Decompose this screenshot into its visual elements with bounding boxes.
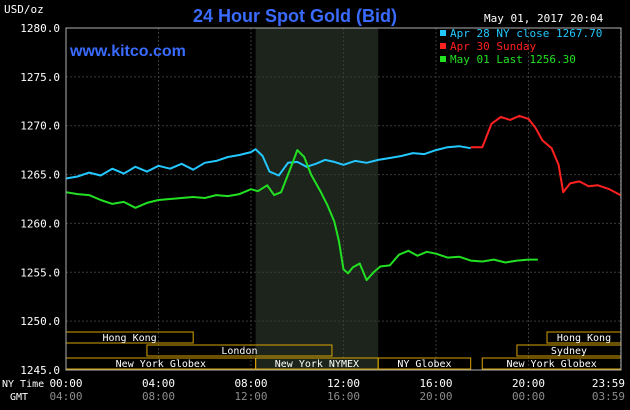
y-tick-label: 1260.0 xyxy=(20,217,60,230)
session-bar xyxy=(377,357,472,370)
y-tick-label: 1265.0 xyxy=(20,169,60,182)
x-tick-label-ny: 04:00 xyxy=(142,377,175,390)
chart-title: 24 Hour Spot Gold (Bid) xyxy=(193,6,397,26)
series-line-sunday xyxy=(470,114,621,196)
session-label: New York Globex xyxy=(506,359,596,370)
x-tick-label-gmt: 04:00 xyxy=(49,390,82,403)
session-label: Hong Kong xyxy=(103,333,157,344)
y-tick-label: 1280.0 xyxy=(20,22,60,35)
legend-swatch-ny-close xyxy=(440,30,446,36)
session-label: Sydney xyxy=(551,346,587,357)
session-label: Hong Kong xyxy=(557,333,611,344)
x-tick-label-ny: 08:00 xyxy=(234,377,267,390)
y-tick-label: 1255.0 xyxy=(20,266,60,279)
plot-frame xyxy=(65,27,622,371)
y-tick-label: 1270.0 xyxy=(20,120,60,133)
session-label: New York NYMEX xyxy=(275,359,359,370)
x-tick-label-gmt: 03:59 xyxy=(592,390,625,403)
legend-swatch-last xyxy=(440,56,446,62)
session-label: New York Globex xyxy=(116,359,206,370)
y-tick-label: 1275.0 xyxy=(20,71,60,84)
legend-item-last: May 01 Last 1256.30 xyxy=(450,53,576,66)
ny-time-row-label: NY Time xyxy=(2,379,44,390)
series-line-last xyxy=(65,149,538,282)
y-tick-label: 1245.0 xyxy=(20,364,60,377)
y-tick-label: 1250.0 xyxy=(20,315,60,328)
legend-swatch-sunday xyxy=(440,43,446,49)
x-tick-label-ny: 00:00 xyxy=(49,377,82,390)
x-tick-label-gmt: 08:00 xyxy=(142,390,175,403)
nymex-session-band xyxy=(255,28,379,370)
x-tick-label-gmt: 20:00 xyxy=(419,390,452,403)
x-tick-label-ny: 12:00 xyxy=(327,377,360,390)
gmt-row-label: GMT xyxy=(10,392,28,403)
legend-item-ny-close: Apr 28 NY close 1267.70 xyxy=(450,27,602,40)
legend-item-sunday: Apr 30 Sunday xyxy=(450,40,536,53)
x-tick-label-ny: 20:00 xyxy=(512,377,545,390)
x-tick-label-gmt: 16:00 xyxy=(327,390,360,403)
x-tick-label-ny: 16:00 xyxy=(419,377,452,390)
y-unit-label: USD/oz xyxy=(4,3,44,16)
market-sessions: Hong Kong Hong Kong London Sydney New York G… xyxy=(65,331,622,370)
legend: Apr 28 NY close 1267.70 Apr 30 Sunday Ma… xyxy=(440,27,602,66)
x-tick-label-gmt: 00:00 xyxy=(512,390,545,403)
x-tick-label-gmt: 12:00 xyxy=(234,390,267,403)
timestamp: May 01, 2017 20:04 xyxy=(484,12,604,25)
session-label: London xyxy=(221,346,257,357)
series-line-ny-close xyxy=(65,145,471,180)
watermark-url: www.kitco.com xyxy=(69,43,186,60)
x-tick-label-ny: 23:59 xyxy=(592,377,625,390)
session-label: NY Globex xyxy=(397,359,451,370)
session-bar xyxy=(146,344,333,357)
